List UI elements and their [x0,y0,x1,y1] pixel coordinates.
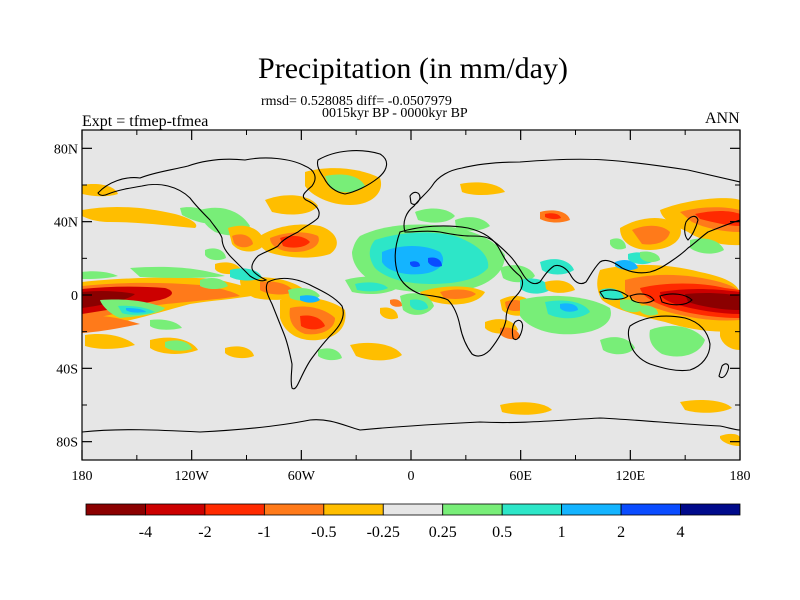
anomaly-patch [545,213,561,220]
anomaly-patch [300,315,325,330]
anomaly-patch [355,282,388,292]
anomaly-patch [440,289,476,299]
anomaly-patch [260,281,294,295]
anomaly-patch [390,299,402,307]
anomaly-patch [265,195,318,215]
x-tick-label: 180 [730,469,751,484]
anomaly-patch [695,211,740,226]
colorbar-swatch [442,503,503,516]
colorbar-label: 0.5 [492,524,512,541]
colorbar-swatch [620,503,681,516]
colorbar-label: 2 [617,524,625,541]
x-tick-label: 60W [288,469,316,484]
anomaly-patch [640,251,660,263]
anomaly-patch [82,206,197,228]
y-tick-label: 0 [71,289,78,304]
colorbar-swatch [145,503,206,516]
anomaly-patch [410,299,428,311]
anomaly-patch [130,266,225,278]
anomaly-patch [610,238,626,250]
anomaly-patch [126,308,146,313]
colorbar-swatch [501,503,563,516]
anomaly-patch [600,337,635,355]
anomaly-patch [500,402,552,415]
anomaly-patch [300,295,320,303]
anomaly-patch [380,307,398,320]
anomaly-patch [150,319,182,330]
y-tick-label: 80S [56,436,78,451]
colorbar-label: -2 [198,524,211,541]
experiment-label: Expt = tfmep-tfmea [82,113,209,130]
anomaly-patch [165,340,192,351]
anomaly-patch [82,271,118,279]
colorbar-label: 0.25 [429,524,457,541]
coastlines [82,150,740,433]
anomaly-patch [685,292,740,310]
anomaly-patch [382,246,444,275]
anomaly-patch [428,257,442,267]
x-tick-label: 120E [616,469,646,484]
anomaly-patch [720,433,740,446]
y-tick-label: 80N [54,142,78,157]
anomaly-patch [680,400,732,413]
anomaly-patch [500,327,520,340]
anomaly-patch [318,348,342,361]
colorbar-swatch [382,503,444,516]
colorbar-swatch [323,503,384,516]
anomaly-patch [225,346,254,359]
anomaly-patch [415,208,455,223]
anomaly-patch [545,280,575,293]
anomaly-patch [82,290,135,308]
colorbar-label: -1 [258,524,271,541]
axes: 80N 40N 0 40S 80S 180 120W 60W 0 60E 120E 180 [54,130,751,484]
anomaly-patch [232,234,253,248]
anomaly-patch [649,325,705,357]
colorbar: -4 -2 -1 -0.5 -0.25 0.25 0.5 1 2 4 [85,503,741,541]
colorbar-swatch [680,503,741,516]
colorbar-label: -0.25 [367,524,400,541]
colorbar-label: -0.5 [311,524,336,541]
anomaly-patch [82,315,140,333]
anomaly-patch [632,225,670,245]
anomaly-fields [82,168,740,446]
colorbar-label: 4 [677,524,685,541]
anomaly-patch [85,334,135,349]
colorbar-swatch [85,503,146,516]
colorbar-label: -4 [139,524,152,541]
anomaly-patch [690,238,724,254]
map-title: Precipitation (in mm/day) [258,52,568,85]
colorbar-label: 1 [558,524,566,541]
colorbar-swatch [263,503,325,516]
anomaly-patch [205,248,226,261]
stats-text: rmsd= 0.528085 diff= -0.0507979 [261,94,452,109]
anomaly-patch [520,278,550,294]
x-tick-label: 60E [509,469,532,484]
colorbar-swatch [204,503,265,516]
season-label: ANN [705,110,740,127]
y-tick-label: 40N [54,216,78,231]
anomaly-patch [460,182,505,195]
x-tick-label: 0 [408,469,415,484]
anomaly-patch [280,235,310,248]
x-tick-label: 120W [175,469,210,484]
period-text: 0015kyr BP - 0000kyr BP [322,106,468,121]
anomaly-patch [350,342,402,361]
anomaly-patch [200,278,228,289]
y-tick-label: 40S [56,362,78,377]
anomaly-patch [325,174,365,193]
anomaly-patch [720,327,740,350]
anomaly-patch [640,305,658,316]
anomaly-patch [410,261,420,268]
colorbar-swatch [561,503,622,516]
anomaly-patch [560,303,578,312]
x-tick-label: 180 [72,469,93,484]
